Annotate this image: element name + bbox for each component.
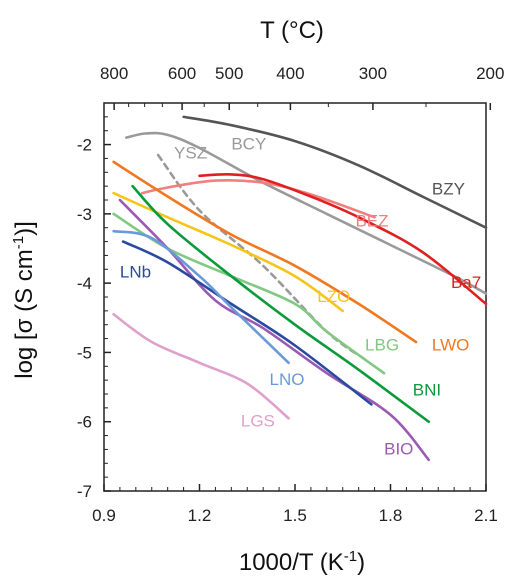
y-tick-label: -6	[77, 413, 92, 432]
top-tick-label: 400	[276, 64, 304, 83]
y-axis-title-base: log [σ (S cm	[11, 249, 38, 379]
series-line-bez	[140, 178, 376, 219]
series-line-lgs	[112, 313, 290, 420]
series-line-lno	[112, 229, 290, 365]
top-tick-label: 300	[359, 64, 387, 83]
series-label-bio: BIO	[384, 439, 413, 458]
x-axis-title-sup: -1	[344, 548, 357, 565]
x-tick-label: 0.9	[92, 506, 116, 525]
x-tick-label: 1.2	[188, 506, 212, 525]
top-tick-label: 600	[168, 64, 196, 83]
top-tick-label: 800	[100, 64, 128, 83]
series-labels: BZY BCY YSZ BEZ Ba7 LWO LZO LBG BNI BIO LNb LNO LGS	[120, 134, 481, 458]
top-tick-label: 200	[476, 64, 504, 83]
x-tick-label: 1.5	[283, 506, 307, 525]
series-line-bzy	[182, 115, 488, 229]
y-axis-title: log [σ (S cm-1)]	[10, 221, 38, 379]
x-axis-title-close: )	[357, 549, 365, 576]
x-axis-title: 1000/T (K-1)	[239, 548, 365, 576]
series-label-ba7: Ba7	[451, 273, 481, 292]
series-label-lgs: LGS	[241, 412, 275, 431]
series-label-bni: BNI	[413, 380, 441, 399]
series-label-lbg: LBG	[365, 335, 399, 354]
y-tick-label: -7	[77, 482, 92, 501]
series-label-ysz: YSZ	[174, 143, 207, 162]
x-tick-label: 1.8	[379, 506, 403, 525]
y-axis-title-sup: -1	[10, 236, 27, 249]
y-axis-title-close: )]	[11, 221, 38, 236]
series-line-lwo	[112, 160, 418, 344]
top-axis-title: T (°C)	[260, 17, 324, 44]
y-tick-label: -2	[77, 136, 92, 155]
axis-ticks: 0.9 1.2 1.5 1.8 2.1 -2 -3 -4 -5 -6 -7 800 600 500 400 3…	[77, 64, 505, 525]
series-label-bcy: BCY	[231, 134, 266, 153]
x-tick-label: 2.1	[474, 506, 498, 525]
y-tick-label: -3	[77, 205, 92, 224]
series-label-lzo: LZO	[317, 287, 350, 306]
series-label-bzy: BZY	[432, 179, 465, 198]
series-label-bez: BEZ	[355, 211, 388, 230]
x-axis-title-base: 1000/T (K	[239, 549, 344, 576]
series-label-lwo: LWO	[432, 335, 469, 354]
series-line-lnb	[121, 240, 373, 406]
series-label-lnb: LNb	[120, 263, 151, 282]
series-line-ba7	[198, 172, 488, 306]
series-label-lno: LNO	[270, 370, 305, 389]
series-line-bni	[131, 184, 430, 423]
series-lines	[112, 115, 488, 462]
top-tick-label: 500	[215, 64, 243, 83]
y-tick-label: -4	[77, 274, 92, 293]
y-tick-label: -5	[77, 343, 92, 362]
